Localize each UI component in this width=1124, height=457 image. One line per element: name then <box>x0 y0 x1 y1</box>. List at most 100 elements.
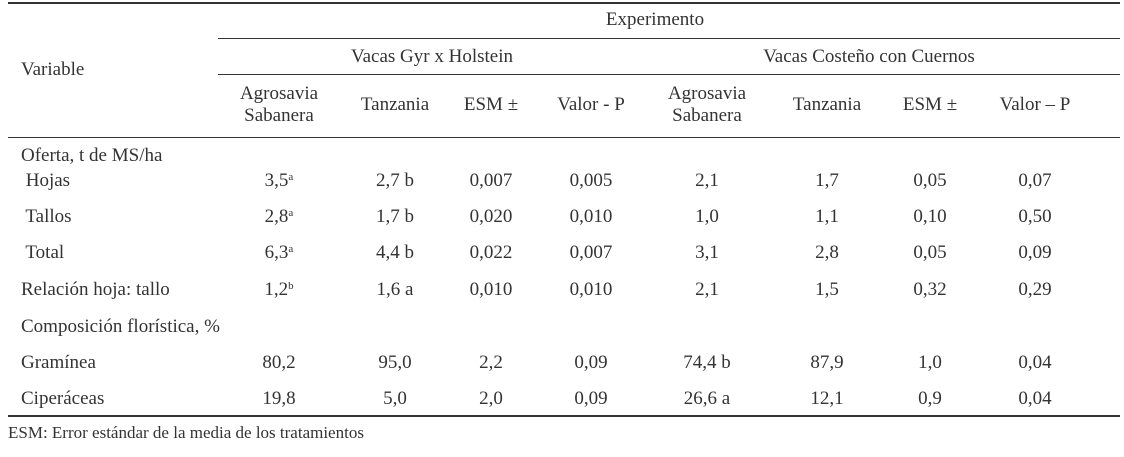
cell-value: 0,005 <box>569 170 613 191</box>
cell-value: 2,0 <box>479 388 503 409</box>
table-cell: 0,10 <box>913 206 946 228</box>
table-cell: 0,007 <box>470 170 513 192</box>
column-header-line: Tanzania <box>792 94 862 115</box>
cell-value: 0,09 <box>574 352 608 373</box>
cell-value: 1,0 <box>918 352 942 373</box>
cell-value: 80,2 <box>262 352 296 373</box>
column-header-line: Sabanera <box>672 105 742 126</box>
cell-value: 2,1 <box>695 279 719 300</box>
cell-value: 0,29 <box>1018 279 1052 300</box>
cell-value: 26,6 a <box>683 388 731 409</box>
table-cell: 2,8 <box>815 242 839 264</box>
table-cell: 0,022 <box>470 242 513 264</box>
table-cell: 1,0 <box>918 352 942 374</box>
cell-value: 2,8 <box>815 242 839 263</box>
cell-value: 0,10 <box>913 206 947 227</box>
table-cell: 95,0 <box>378 352 411 374</box>
table-cell: 0,04 <box>1018 352 1051 374</box>
cell-value: 0,32 <box>913 279 947 300</box>
column-header: Valor – P <box>1000 94 1071 116</box>
experiment-underline <box>218 38 1120 39</box>
cell-value: 0,05 <box>913 242 947 263</box>
cell-value: 3,1 <box>695 242 719 263</box>
table-cell: 2,1 <box>695 279 719 301</box>
cell-value: 74,4 b <box>683 352 731 373</box>
table-cell: 0,010 <box>470 279 513 301</box>
column-header-line: Tanzania <box>360 94 430 115</box>
cell-value: 6,3 <box>264 242 289 263</box>
column-header-line: ESM ± <box>902 94 958 115</box>
cell-value: 0,022 <box>469 242 513 263</box>
column-header-line: Valor – P <box>999 94 1071 115</box>
cell-value: 0,04 <box>1018 352 1052 373</box>
cell-value: 4,4 b <box>376 242 414 263</box>
cell-value: 95,0 <box>378 352 412 373</box>
cell-value: 0,010 <box>569 279 613 300</box>
cell-value: 2,2 <box>479 352 503 373</box>
table-cell: 0,32 <box>913 279 946 301</box>
table-cell: 3,5a <box>265 170 294 192</box>
table-cell: 80,2 <box>262 352 295 374</box>
table-cell: 2,2 <box>479 352 503 374</box>
column-header-line: Agrosavia <box>667 83 747 104</box>
cell-value: 0,05 <box>913 170 947 191</box>
table-cell: 1,1 <box>815 206 839 228</box>
table-cell: 0,020 <box>470 206 513 228</box>
group-header-gyr-holstein: Vacas Gyr x Holstein <box>351 46 513 67</box>
cell-value: 0,50 <box>1018 206 1052 227</box>
column-header: Agrosavia Sabanera <box>240 83 318 127</box>
row-label: Hojas <box>21 170 71 191</box>
cell-value: 1,7 <box>815 170 839 191</box>
table-cell: 3,1 <box>695 242 719 264</box>
top-rule <box>8 2 1120 4</box>
column-header-line: Agrosavia <box>239 83 319 104</box>
header-rule <box>8 137 1120 138</box>
footnote: ESM: Error estándar de la media de los t… <box>8 423 364 442</box>
cell-value: 1,2 <box>264 279 289 300</box>
row-label: Total <box>21 242 65 263</box>
variable-header: Variable <box>21 59 85 80</box>
group-underline <box>218 74 1120 75</box>
table-cell: 6,3a <box>265 242 294 264</box>
cell-value: 1,5 <box>815 279 839 300</box>
table-cell: 2,8a <box>265 206 294 228</box>
table-cell: 5,0 <box>383 388 407 410</box>
cell-value: 2,7 b <box>376 170 414 191</box>
cell-value: 1,6 a <box>376 279 414 300</box>
cell-value: 1,0 <box>695 206 719 227</box>
cell-superscript: a <box>288 243 294 255</box>
cell-value: 5,0 <box>383 388 407 409</box>
table-cell: 1,6 a <box>377 279 414 301</box>
section-title: Oferta, t de MS/ha <box>21 145 163 166</box>
table-cell: 0,09 <box>574 388 607 410</box>
table-cell: 2,1 <box>695 170 719 192</box>
table-cell: 0,010 <box>570 279 613 301</box>
experiment-header: Experimento <box>605 9 705 30</box>
cell-value: 0,010 <box>569 206 613 227</box>
cell-value: 0,09 <box>574 388 608 409</box>
table-cell: 1,5 <box>815 279 839 301</box>
cell-value: 12,1 <box>810 388 844 409</box>
table-cell: 1,0 <box>695 206 719 228</box>
table-cell: 12,1 <box>810 388 843 410</box>
cell-superscript: a <box>288 207 294 219</box>
cell-value: 0,020 <box>469 206 513 227</box>
column-header: Agrosavia Sabanera <box>668 83 746 127</box>
cell-value: 3,5 <box>264 170 289 191</box>
row-label: Ciperáceas <box>21 388 105 409</box>
table-cell: 0,005 <box>570 170 613 192</box>
cell-value: 1,1 <box>815 206 839 227</box>
cell-value: 2,1 <box>695 170 719 191</box>
cell-value: 2,8 <box>264 206 289 227</box>
table-cell: 2,0 <box>479 388 503 410</box>
cell-superscript: b <box>288 280 294 292</box>
table-cell: 4,4 b <box>376 242 414 264</box>
table-cell: 0,05 <box>913 170 946 192</box>
column-header: ESM ± <box>464 94 518 116</box>
table-cell: 2,7 b <box>376 170 414 192</box>
cell-value: 0,09 <box>1018 242 1052 263</box>
table-cell: 0,04 <box>1018 388 1051 410</box>
cell-superscript: a <box>288 171 294 183</box>
table-cell: 26,6 a <box>684 388 730 410</box>
table-cell: 74,4 b <box>683 352 731 374</box>
